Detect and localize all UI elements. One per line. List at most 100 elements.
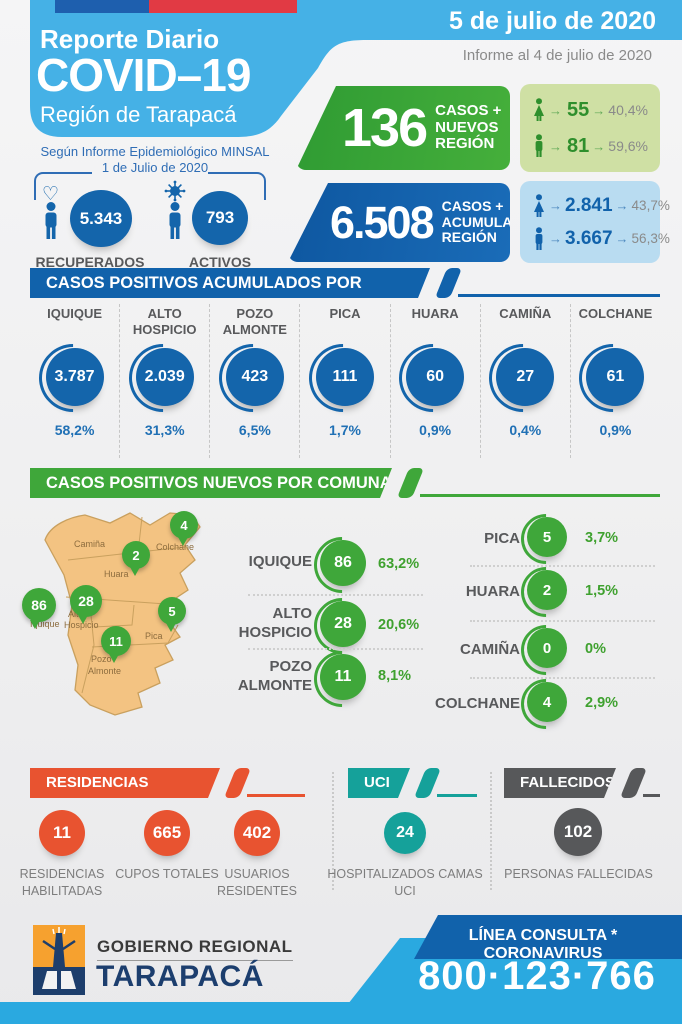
residencias-value: 11 [53, 823, 71, 842]
recovered-circle: 5.343 [70, 190, 132, 247]
residencias-circle: 665 [144, 810, 190, 856]
new-list-name: COLCHANE [435, 695, 520, 712]
new-list-value: 0 [527, 628, 567, 668]
fallecidos-value: 102 [563, 822, 593, 841]
pin-value: 5 [168, 603, 176, 619]
arc-decoration [510, 503, 582, 575]
arrow-glyph: → [549, 198, 562, 213]
new-cases-label-l1: CASOS + [435, 102, 502, 120]
new-cases-by-sex-card: → 55 → 40,4% → 81 → 59,6% [520, 84, 660, 172]
active-value: 793 [205, 208, 235, 227]
comuna-circle: 61 [565, 329, 662, 427]
comuna-value: 423 [225, 348, 284, 406]
comuna-value: 60 [406, 348, 465, 406]
residencias-label: CUPOS TOTALES [115, 867, 219, 881]
new-cases-label-l3: REGIÓN [435, 135, 495, 153]
new-cases-male-row: → 81 → 59,6% [532, 134, 648, 158]
heart-icon: ♡ [42, 184, 60, 205]
comuna-circle: 27 [475, 329, 572, 427]
acc-label-l3: REGIÓN [441, 229, 497, 246]
map-label-pica: Pica [145, 631, 163, 641]
arrow-glyph: → [615, 231, 629, 246]
acc-female-pct: 43,7% [631, 198, 670, 213]
residencias-label: USUARIOS RESIDENTES [217, 867, 297, 898]
new-list-pct: 0% [585, 641, 606, 657]
pin-value: 4 [180, 517, 188, 533]
new-list-circle: 4 [510, 668, 582, 740]
flag-blue-bar [55, 0, 149, 13]
new-list-name: HUARA [465, 583, 520, 600]
new-list-name: CAMIÑA [460, 641, 520, 658]
map-pin-pica: 5 [158, 597, 186, 632]
dotted-separator [470, 620, 655, 622]
comuna-name: POZO ALMONTE [222, 306, 287, 337]
banner-rule [247, 794, 305, 797]
report-subtitle: Informe al 4 de julio de 2020 [462, 47, 652, 64]
comuna-value: 2.039 [135, 348, 194, 406]
comuna-col-iquique: IQUIQUE 3.787 58,2% [24, 304, 121, 458]
new-list-circle: 5 [510, 503, 582, 575]
arrow-glyph: → [592, 138, 606, 154]
arc-decoration [510, 668, 582, 740]
accumulated-cases-value: 6.508 [330, 196, 435, 248]
acc-female-row: → 2.841 → 43,7% [532, 193, 670, 218]
new-list-pct: 8,1% [378, 668, 412, 684]
report-title-line1: Reporte Diario [40, 24, 220, 54]
comuna-circle: 423 [204, 329, 301, 427]
new-male-pct: 59,6% [608, 138, 648, 154]
arc-decoration [565, 329, 662, 427]
map-label-colchane: Colchane [156, 542, 194, 552]
arrow-glyph: → [549, 231, 562, 246]
map-label-camina: Camiña [74, 539, 105, 549]
arc-decoration [204, 329, 301, 427]
female-icon [532, 193, 546, 218]
header-band-shape [30, 0, 682, 137]
arc-decoration [475, 329, 572, 427]
person-icon [42, 202, 60, 245]
new-list-circle: 11 [302, 639, 382, 719]
new-list-pct: 63,2% [378, 556, 420, 572]
new-list-name: IQUIQUE [248, 553, 312, 570]
new-list-circle: 28 [302, 586, 382, 666]
new-list-pct: 20,6% [378, 617, 420, 633]
footer-org-line1: GOBIERNO REGIONAL [97, 937, 293, 961]
arc-decoration [24, 329, 121, 427]
comuna-pct: 0,4% [509, 422, 542, 438]
new-list-circle: 2 [510, 556, 582, 628]
comuna-name: IQUIQUE [47, 306, 103, 321]
tarapaca-region-map: Camiña Colchane Huara Iquique Alto Hospi… [30, 512, 201, 716]
comuna-pct: 0,9% [419, 422, 452, 438]
comuna-name: ALTO HOSPICIO [132, 306, 197, 337]
comuna-circle: 60 [385, 329, 482, 427]
dotted-separator [470, 565, 655, 567]
dotted-separator [248, 594, 423, 596]
active-label: ACTIVOS [188, 254, 252, 270]
acc-male-value: 3.667 [565, 227, 613, 249]
male-icon [532, 134, 546, 158]
banner-rule [643, 794, 660, 797]
new-list-name: ALTO HOSPICIO [238, 605, 312, 641]
map-label-pozo-l2: Almonte [88, 666, 121, 676]
fallecidos-banner: FALLECIDOS [504, 768, 616, 798]
comuna-name: HUARA [411, 306, 459, 321]
comuna-pct: 58,2% [54, 422, 95, 438]
recovered-label: RECUPERADOS [35, 254, 145, 270]
comuna-value: 3.787 [45, 348, 104, 406]
residencias-label: RESIDENCIAS HABILITADAS [19, 867, 105, 898]
arc-decoration [302, 525, 382, 605]
flag-red-bar [149, 0, 297, 13]
new-cases-label: CASOS + NUEVOS REGIÓN [426, 103, 501, 153]
comuna-value: 61 [586, 348, 645, 406]
new-female-value: 55 [567, 98, 590, 121]
comuna-pct: 0,9% [599, 422, 632, 438]
new-male-value: 81 [567, 134, 590, 157]
accumulated-comuna-banner: CASOS POSITIVOS ACUMULADOS POR COMUNA [30, 268, 430, 298]
map-label-alto-l2: Hospicio [64, 620, 99, 630]
gore-tarapaca-logo [33, 925, 85, 1000]
banner-rule [420, 494, 660, 497]
banner-rule [458, 294, 660, 297]
new-list-value: 86 [320, 540, 366, 586]
new-list-circle: 0 [510, 614, 582, 686]
new-list-pct: 2,9% [585, 695, 619, 711]
comuna-name: CAMIÑA [499, 306, 552, 321]
